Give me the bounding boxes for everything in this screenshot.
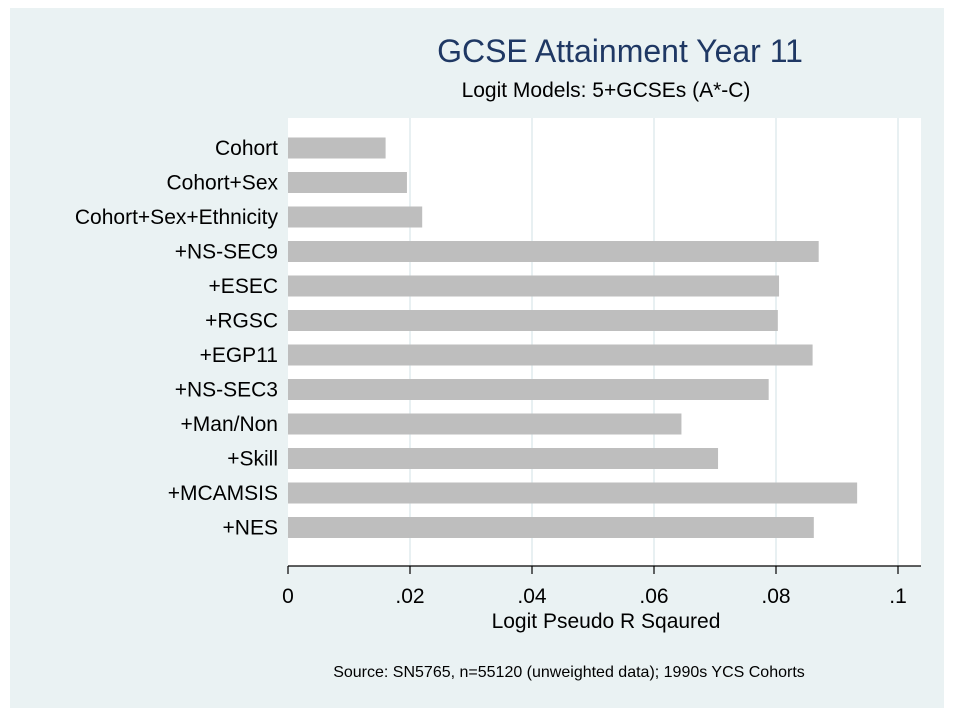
bars bbox=[288, 137, 858, 538]
chart-subtitle: Logit Models: 5+GCSEs (A*-C) bbox=[462, 79, 751, 102]
x-tick-label: .06 bbox=[639, 585, 668, 608]
bar bbox=[288, 344, 813, 366]
x-tick-label: .08 bbox=[761, 585, 790, 608]
x-axis-title: Logit Pseudo R Sqaured bbox=[492, 610, 721, 633]
bar bbox=[288, 206, 423, 228]
x-tick-label: .04 bbox=[517, 585, 547, 608]
category-label: +EGP11 bbox=[200, 344, 278, 367]
category-label: +ESEC bbox=[209, 275, 278, 298]
bar bbox=[288, 310, 778, 331]
bar bbox=[288, 241, 819, 262]
bar bbox=[288, 137, 386, 159]
x-tick-label: .1 bbox=[889, 585, 907, 608]
category-label: +Skill bbox=[227, 448, 278, 471]
source-note: Source: SN5765, n=55120 (unweighted data… bbox=[333, 664, 805, 681]
category-label: +NES bbox=[223, 517, 278, 540]
x-tick-label: 0 bbox=[282, 585, 294, 608]
x-tick-label: .02 bbox=[395, 585, 424, 608]
bar bbox=[288, 517, 814, 538]
category-label: +NS-SEC9 bbox=[175, 241, 278, 264]
category-labels: Cohort Cohort+Sex Cohort+Sex+Ethnicity +NS-… bbox=[75, 137, 279, 540]
category-label: +Man/Non bbox=[181, 413, 278, 436]
category-label: +MCAMSIS bbox=[168, 482, 278, 505]
bar bbox=[288, 275, 780, 297]
category-label: Cohort bbox=[215, 137, 278, 160]
category-label: Cohort+Sex+Ethnicity bbox=[75, 206, 279, 229]
category-label: +NS-SEC3 bbox=[175, 379, 278, 402]
bar bbox=[288, 379, 769, 400]
bar bbox=[288, 413, 682, 435]
category-label: Cohort+Sex bbox=[167, 172, 279, 195]
bar bbox=[288, 482, 858, 504]
bar bbox=[288, 448, 719, 469]
category-label: +RGSC bbox=[205, 310, 278, 333]
bar bbox=[288, 172, 407, 193]
x-axis-ticks: 0 .02 .04 .06 .08 .1 bbox=[282, 566, 907, 608]
chart-title: GCSE Attainment Year 11 bbox=[437, 33, 803, 69]
